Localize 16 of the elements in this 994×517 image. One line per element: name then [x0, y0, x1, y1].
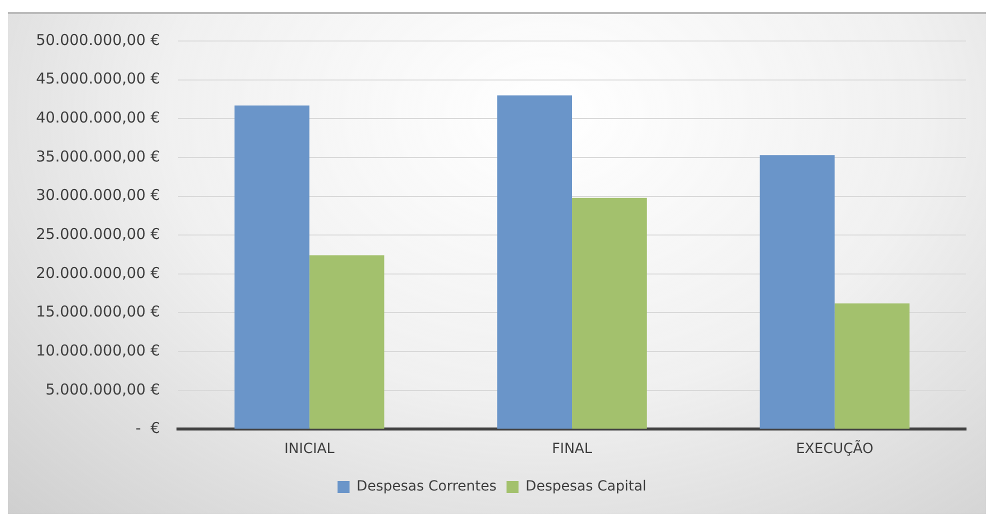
y-tick-label: 10.000.000,00 €: [36, 341, 160, 360]
y-tick-label: 15.000.000,00 €: [36, 302, 160, 321]
x-tick-label: INICIAL: [284, 441, 335, 458]
y-tick-label: 5.000.000,00 €: [46, 380, 160, 398]
x-tick-label: FINAL: [552, 441, 592, 458]
legend-label: Despesas Correntes: [356, 478, 497, 495]
y-tick-label: 25.000.000,00 €: [36, 224, 160, 243]
y-tick-label: 45.000.000,00 €: [36, 70, 160, 88]
y-tick-label: - €: [136, 419, 160, 438]
legend-label: Despesas Capital: [526, 478, 646, 495]
y-tick-label: 40.000.000,00 €: [36, 108, 160, 127]
y-tick-label: 35.000.000,00 €: [36, 147, 160, 166]
x-tick-label: EXECUÇÃO: [796, 440, 874, 458]
y-tick-label: 20.000.000,00 €: [36, 264, 160, 282]
y-tick-label: 50.000.000,00 €: [36, 30, 160, 49]
y-tick-label: 30.000.000,00 €: [36, 186, 160, 204]
